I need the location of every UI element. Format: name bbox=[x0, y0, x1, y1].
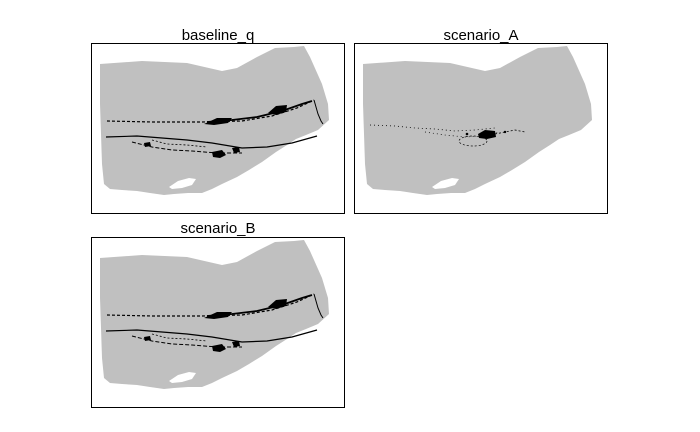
patch-dot-2-scenario-A bbox=[503, 130, 507, 134]
channel-east-scenario-B bbox=[313, 293, 324, 319]
map-panel-scenario-b bbox=[91, 237, 345, 408]
map-svg-scenario-a bbox=[363, 46, 592, 195]
patch-lower-3-baseline-q bbox=[144, 142, 151, 147]
patch-lower-2-scenario-B bbox=[232, 341, 240, 347]
channel-lower-3-baseline-q bbox=[151, 139, 208, 148]
channel-lower-3-scenario-B bbox=[151, 333, 208, 342]
channel-upper-baseline-q bbox=[106, 99, 315, 123]
patch-upper-2-scenario-B bbox=[268, 299, 287, 309]
water-gap-scenario-A bbox=[432, 178, 459, 189]
channel-east-baseline-q bbox=[313, 99, 324, 125]
map-svg-baseline-q bbox=[100, 46, 329, 195]
map-panel-baseline-q bbox=[91, 43, 345, 214]
patch-lower-1-baseline-q bbox=[212, 150, 226, 158]
patch-upper-1-scenario-B bbox=[204, 312, 232, 319]
feature-layer-scenario-B bbox=[105, 293, 324, 352]
patch-upper-2-baseline-q bbox=[268, 105, 287, 115]
channel-upper-scenario-B bbox=[106, 293, 315, 317]
feature-layer-baseline-q bbox=[105, 99, 324, 158]
channel-lower-baseline-q bbox=[105, 135, 318, 149]
water-gap-scenario-B bbox=[169, 372, 196, 383]
panel-title-baseline-q: baseline_q bbox=[181, 27, 255, 44]
patch-main-scenario-A bbox=[478, 130, 496, 139]
channel-loop-scenario-A bbox=[458, 135, 488, 147]
panel-title-scenario-a: scenario_A bbox=[443, 27, 519, 44]
patch-lower-2-baseline-q bbox=[232, 147, 240, 153]
panel-title-scenario-b: scenario_B bbox=[180, 220, 256, 237]
map-svg-scenario-b bbox=[100, 240, 329, 389]
channel-lower-scenario-B bbox=[105, 329, 318, 343]
land-area-scenario-A bbox=[363, 46, 592, 195]
map-panel-scenario-a bbox=[354, 43, 608, 214]
patch-lower-3-scenario-B bbox=[144, 336, 151, 341]
channel-lower-scenario-A bbox=[424, 131, 501, 138]
feature-layer-scenario-A bbox=[369, 124, 526, 147]
channel-east-scenario-A bbox=[494, 129, 526, 135]
water-gap-baseline-q bbox=[169, 178, 196, 189]
patch-dot-1-scenario-A bbox=[465, 132, 469, 136]
patch-lower-1-scenario-B bbox=[212, 344, 226, 352]
patch-upper-1-baseline-q bbox=[204, 118, 232, 125]
